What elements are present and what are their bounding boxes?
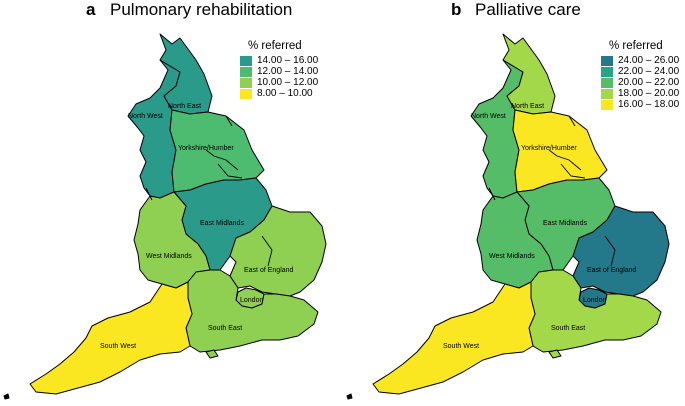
legend-label: 20.00 – 22.00 [618,77,680,88]
scilly-isles [346,393,353,400]
region-label-north-east: North East [511,103,544,110]
legend-item: 16.00 – 18.00 [601,99,679,110]
river-line [145,187,153,201]
region-label-yorkshire-humber: Yorkshire/Humber [178,145,234,152]
region-label-east-of-england: East of England [587,267,637,274]
region-label-north-east: North East [168,103,201,110]
legend-item: 14.00 – 16.00 [240,55,318,66]
legend-label: 8.00 – 10.00 [257,88,313,99]
isle-of-wight [548,349,562,359]
region-south-east [185,269,319,353]
river-line [604,235,616,267]
region-label-west-midlands: West Midlands [489,253,535,260]
legend-item: 24.00 – 26.00 [601,55,679,66]
panel-title: Pulmonary rehabilitation [110,0,293,19]
legend-item: 10.00 – 12.00 [240,77,318,88]
legend-swatch [240,88,252,99]
region-label-south-west: South West [443,343,479,350]
legend-label: 24.00 – 26.00 [618,55,680,66]
legend-swatch [601,66,613,77]
legend-label: 16.00 – 18.00 [618,99,680,110]
region-label-south-west: South West [100,343,136,350]
legend-item: 8.00 – 10.00 [240,88,318,99]
river-line [488,187,496,201]
river-line [261,235,273,267]
region-label-london: London [240,297,263,304]
region-south-west [372,281,536,395]
legend-label: 10.00 – 12.00 [257,77,319,88]
region-label-north-west: North West [128,113,163,120]
legend: % referred 14.00 – 16.00 12.00 – 14.00 1… [240,40,318,99]
choropleth-map: North East North West Yorkshire/Humber E… [346,33,670,400]
region-label-south-east: South East [208,325,242,332]
legend-swatch [601,99,613,110]
region-south-east [528,269,662,353]
region-label-yorkshire-humber: Yorkshire/Humber [521,145,577,152]
legend-swatch [601,55,613,66]
legend-swatch [240,77,252,88]
legend-item: 20.00 – 22.00 [601,77,679,88]
isle-of-wight [205,349,219,359]
legend-swatch [601,88,613,99]
region-label-london: London [583,297,606,304]
river-line [225,115,233,127]
region-label-west-midlands: West Midlands [146,253,192,260]
legend-item: 22.00 – 24.00 [601,66,679,77]
legend-title: % referred [609,40,663,52]
river-line [568,115,576,127]
region-label-east-of-england: East of England [244,267,294,274]
region-label-north-west: North West [471,113,506,120]
choropleth-map: North East North West Yorkshire/Humber E… [3,33,327,400]
legend-label: 18.00 – 20.00 [618,88,680,99]
legend-swatch [240,55,252,66]
river-line [548,149,582,171]
river-line [560,163,586,179]
legend-label: 22.00 – 24.00 [618,66,680,77]
legend-title: % referred [248,40,302,52]
region-label-south-east: South East [551,325,585,332]
region-south-west [29,281,193,395]
legend-label: 14.00 – 16.00 [257,55,319,66]
scilly-isles [3,393,10,400]
panel-letter: a [86,0,96,19]
legend-item: 12.00 – 14.00 [240,66,318,77]
legend-swatch [601,77,613,88]
legend-swatch [240,66,252,77]
region-label-east-midlands: East Midlands [543,220,587,227]
legend-item: 18.00 – 20.00 [601,88,679,99]
panel-pulmonary-rehabilitation: a Pulmonary rehabilitation North East No… [0,0,342,406]
region-label-east-midlands: East Midlands [200,220,244,227]
panel-palliative-care: b Palliative care North East North West … [343,0,685,406]
panel-title: Palliative care [475,0,581,19]
river-line [217,163,243,179]
legend-label: 12.00 – 14.00 [257,66,319,77]
panel-letter: b [451,0,462,19]
legend: % referred 24.00 – 26.00 22.00 – 24.00 2… [601,40,679,110]
river-line [205,149,239,171]
